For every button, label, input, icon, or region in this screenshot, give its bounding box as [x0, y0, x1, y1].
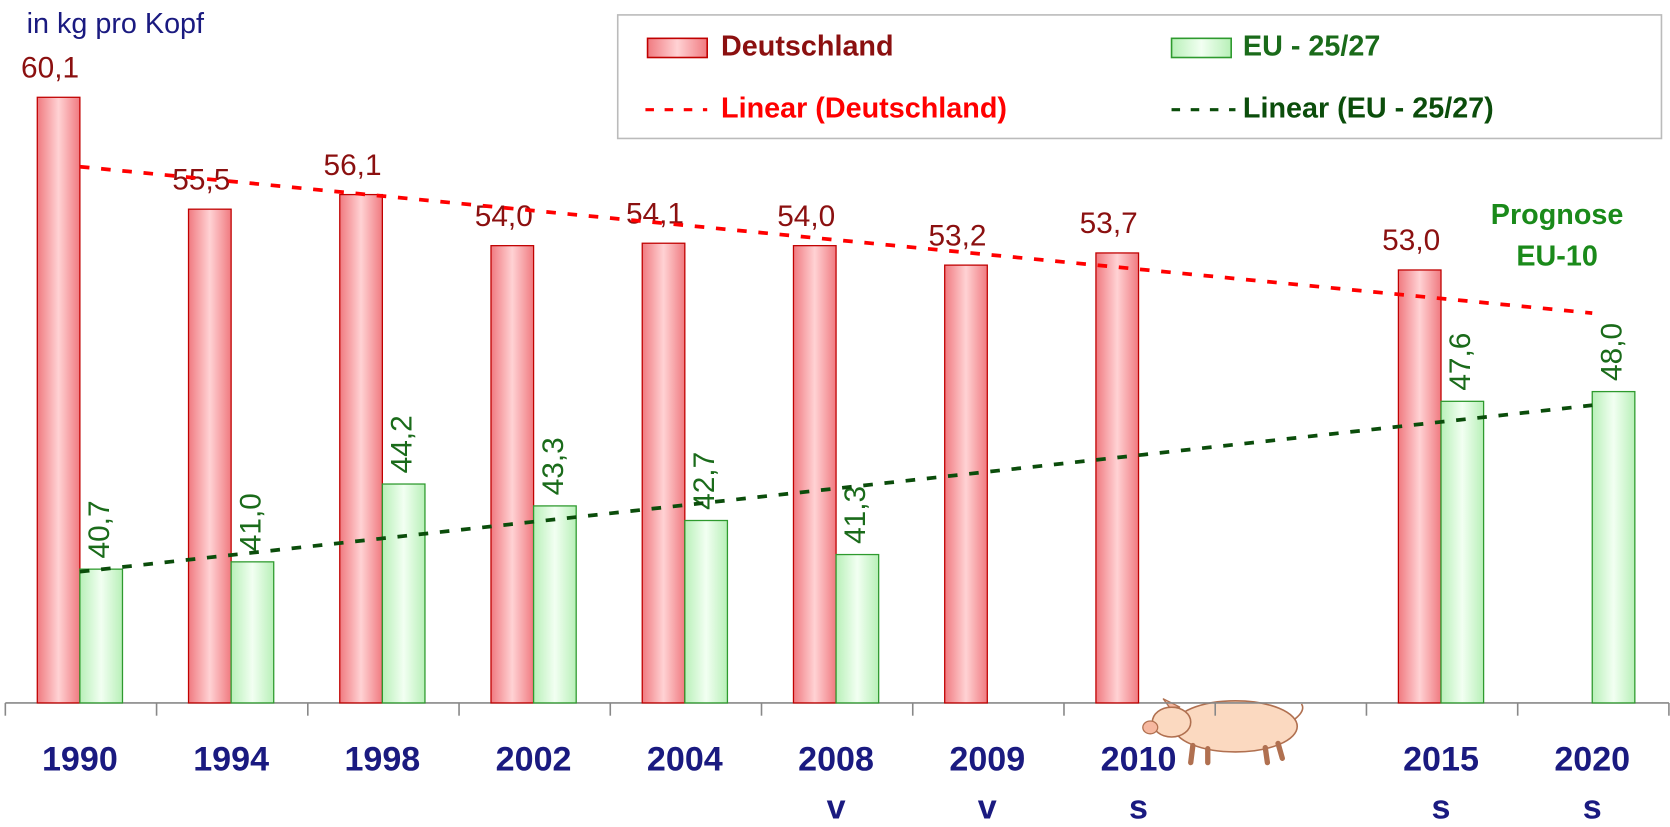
bar	[836, 555, 879, 703]
y-axis-label: in kg pro Kopf	[27, 8, 205, 40]
x-tick-label: 2020	[1554, 741, 1630, 779]
bar	[642, 243, 685, 703]
bar	[1592, 392, 1635, 703]
x-tick-label: 1994	[193, 741, 269, 779]
value-label: 56,1	[324, 149, 382, 182]
legend-label: Linear (EU - 25/27)	[1243, 92, 1494, 124]
chart: in kg pro Kopf 1990 1994 1998 2002 2004 2008 v…	[0, 0, 1670, 827]
bar	[534, 506, 577, 703]
bar	[382, 484, 425, 703]
x-tick-sublabel: s	[1432, 788, 1451, 826]
x-tick-sublabel: s	[1583, 788, 1602, 826]
x-tick-label: 2015	[1403, 741, 1479, 779]
x-tick-label: 1990	[42, 741, 118, 779]
x-tick-label: 2002	[496, 741, 572, 779]
x-tick-label: 2010	[1101, 741, 1177, 779]
value-label: 47,6	[1444, 333, 1477, 391]
value-label: 54,0	[777, 200, 835, 233]
bar	[340, 195, 383, 703]
bar	[80, 569, 123, 703]
value-label: 53,7	[1080, 207, 1138, 240]
bar	[945, 265, 988, 703]
legend-label: Linear (Deutschland)	[721, 92, 1007, 124]
legend-swatch	[1172, 38, 1232, 57]
bar	[37, 97, 80, 703]
value-label: 60,1	[21, 51, 79, 84]
x-tick-sublabel: v	[978, 788, 997, 826]
legend-label: Deutschland	[721, 31, 894, 63]
bar	[1096, 253, 1139, 703]
value-label: 48,0	[1595, 323, 1628, 381]
bar	[685, 521, 728, 703]
x-tick-sublabel: v	[827, 788, 846, 826]
value-label: 53,0	[1382, 224, 1440, 257]
annotation: Prognose	[1491, 199, 1624, 231]
bar	[491, 246, 534, 703]
annotation: EU-10	[1516, 240, 1598, 272]
bar	[189, 209, 232, 703]
x-tick-label: 2004	[647, 741, 723, 779]
bar	[1441, 401, 1484, 703]
page: {"chart_data": { "type": "bar", "y_label…	[0, 0, 1670, 827]
bar	[231, 562, 274, 703]
value-label: 41,0	[234, 493, 267, 551]
value-label: 44,2	[386, 415, 419, 473]
legend-label: EU - 25/27	[1243, 31, 1380, 63]
value-label: 40,7	[83, 500, 116, 558]
x-tick-sublabel: s	[1129, 788, 1148, 826]
x-tick-label: 2008	[798, 741, 874, 779]
value-label: 43,3	[537, 437, 570, 495]
value-label: 55,5	[172, 163, 230, 196]
value-label: 53,2	[928, 219, 986, 252]
bar	[1398, 270, 1441, 703]
x-tick-label: 2009	[949, 741, 1025, 779]
bar	[793, 246, 836, 703]
legend-swatch	[648, 38, 708, 57]
legend: Deutschland EU - 25/27 Linear (Deutschla…	[618, 15, 1662, 139]
value-label: 41,3	[839, 486, 872, 544]
x-tick-label: 1998	[344, 741, 420, 779]
